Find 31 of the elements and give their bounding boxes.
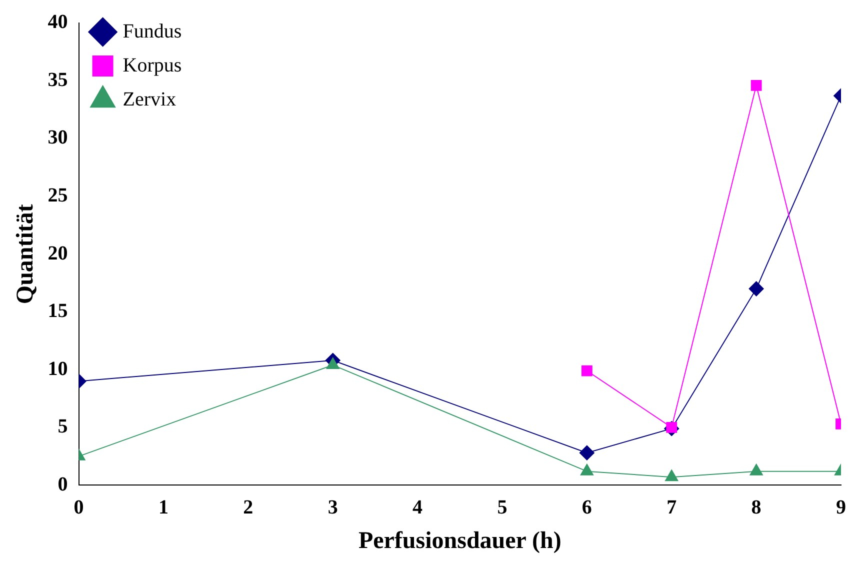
y-tick-label: 5 xyxy=(58,416,68,438)
y-tick-label: 10 xyxy=(48,358,68,380)
y-tick-label: 20 xyxy=(48,242,68,264)
x-tick-label: 1 xyxy=(158,496,168,518)
point xyxy=(665,470,678,482)
point xyxy=(748,281,764,296)
y-tick-label: 35 xyxy=(48,68,68,91)
x-tick-label: 7 xyxy=(666,496,677,518)
legend-label: Fundus xyxy=(122,20,182,42)
x-tick-label: 2 xyxy=(243,496,254,518)
point xyxy=(581,365,592,376)
y-tick-label: 0 xyxy=(58,473,68,496)
y-tick-label: 40 xyxy=(48,11,68,34)
x-axis-title: Perfusionsdauer (h) xyxy=(358,528,562,554)
x-tick-label: 8 xyxy=(751,496,762,518)
point xyxy=(579,445,594,460)
legend-label: Korpus xyxy=(122,54,182,76)
x-tick-label: 3 xyxy=(328,496,338,518)
y-axis-title: Quantität xyxy=(12,204,39,304)
legend-label: Zervix xyxy=(122,88,176,110)
y-tick-label: 15 xyxy=(48,300,68,322)
y-tick-label: 25 xyxy=(48,184,68,206)
x-tick-label: 5 xyxy=(497,496,508,518)
x-tick-label: 0 xyxy=(74,496,84,518)
point xyxy=(750,464,763,476)
x-tick-label: 6 xyxy=(582,496,592,518)
x-tick-label: 4 xyxy=(412,496,423,518)
point xyxy=(580,464,594,476)
y-tick-label: 30 xyxy=(48,126,68,149)
point xyxy=(750,80,762,91)
x-tick-label: 9 xyxy=(836,496,846,518)
